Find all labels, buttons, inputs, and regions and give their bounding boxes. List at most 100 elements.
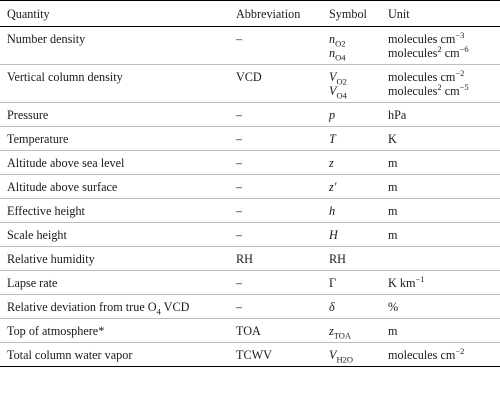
symbol-subscript: H2O — [336, 354, 353, 365]
cell-quantity: Scale height — [7, 228, 67, 242]
unit-text: molecules cm — [388, 32, 456, 46]
quantities-table: Quantity Abbreviation Symbol Unit Number… — [0, 0, 500, 367]
table-row: Vertical column density VCD VO2 VO4 mole… — [0, 65, 500, 103]
cell-symbol: VH2O — [329, 343, 388, 367]
quantity-text: VCD — [160, 300, 190, 314]
cell-abbreviation: TOA — [236, 324, 261, 338]
symbol-text: T — [329, 132, 336, 146]
cell-quantity: Relative deviation from true O4 VCD — [0, 295, 236, 319]
header-unit: Unit — [388, 0, 500, 27]
quantity-subscript: 4 — [156, 306, 161, 317]
cell-quantity: Altitude above surface — [7, 180, 118, 194]
cell-unit: molecules cm−2 — [388, 343, 500, 367]
cell-unit: K km−1 — [388, 271, 500, 295]
table-row: Relative deviation from true O4 VCD – δ … — [0, 295, 500, 319]
header-symbol: Symbol — [329, 0, 388, 27]
cell-unit: molecules cm−3 molecules2 cm−6 — [388, 27, 500, 65]
table-row: Lapse rate – Γ K km−1 — [0, 271, 500, 295]
symbol-subscript: O2 — [336, 76, 347, 87]
cell-quantity: Temperature — [7, 132, 69, 146]
cell-unit: m — [388, 180, 398, 194]
table-row: Effective height – h m — [0, 199, 500, 223]
symbol-text: V — [329, 84, 337, 98]
symbol-text: z — [329, 180, 334, 194]
table-row: Relative humidity RH RH — [0, 247, 500, 271]
symbol-text: n — [329, 46, 336, 60]
symbol-subscript: O4 — [335, 52, 346, 63]
cell-quantity: Pressure — [7, 108, 49, 122]
unit-text: molecules cm — [388, 70, 456, 84]
unit-text: cm — [441, 46, 460, 60]
unit-exponent: −6 — [459, 43, 469, 54]
cell-unit: m — [388, 228, 398, 242]
cell-quantity: Top of atmosphere* — [7, 324, 105, 338]
unit-exponent: −2 — [455, 67, 465, 78]
cell-unit: m — [388, 204, 398, 218]
unit-exponent: −1 — [415, 273, 425, 284]
cell-quantity: Relative humidity — [7, 252, 95, 266]
cell-abbreviation: TCWV — [236, 348, 272, 362]
cell-unit: molecules cm−2 molecules2 cm−5 — [388, 65, 500, 103]
symbol-text: z — [329, 156, 334, 170]
header-quantity: Quantity — [0, 0, 236, 27]
table-row: Top of atmosphere* TOA zTOA m — [0, 319, 500, 343]
cell-abbreviation: – — [236, 300, 243, 314]
cell-symbol: zTOA — [329, 319, 388, 343]
cell-symbol: p — [329, 103, 388, 127]
unit-text: molecules cm — [388, 348, 456, 362]
cell-abbreviation: – — [236, 132, 243, 146]
symbol-text: z — [329, 324, 334, 338]
symbol-text: δ — [329, 300, 335, 314]
cell-quantity: Effective height — [7, 204, 85, 218]
symbol-subscript: TOA — [333, 330, 352, 341]
symbol-text: h — [329, 204, 336, 218]
cell-symbol: h — [329, 199, 388, 223]
symbol-text: p — [329, 108, 336, 122]
cell-unit: m — [388, 324, 398, 338]
cell-quantity: Number density — [7, 32, 86, 46]
symbol-subscript: O2 — [335, 38, 346, 49]
symbol-text: RH — [329, 252, 346, 266]
cell-abbreviation: – — [236, 156, 243, 170]
cell-abbreviation: – — [236, 108, 243, 122]
cell-abbreviation: – — [236, 276, 243, 290]
unit-text: molecules — [388, 46, 438, 60]
cell-symbol: Γ — [329, 271, 388, 295]
cell-symbol: nO2 nO4 — [329, 27, 388, 65]
cell-quantity: Total column water vapor — [7, 348, 133, 362]
unit-exponent: 2 — [437, 43, 442, 54]
symbol-text: V — [329, 348, 337, 362]
cell-unit: hPa — [388, 108, 407, 122]
cell-unit: K — [388, 132, 397, 146]
cell-abbreviation: VCD — [236, 70, 262, 84]
header-row: Quantity Abbreviation Symbol Unit — [0, 0, 500, 27]
cell-symbol: H — [329, 223, 388, 247]
cell-symbol: VO2 VO4 — [329, 65, 388, 103]
unit-exponent: −5 — [459, 81, 469, 92]
unit-text: K km — [388, 276, 416, 290]
table-row: Altitude above sea level – z m — [0, 151, 500, 175]
cell-abbreviation: – — [236, 228, 243, 242]
cell-symbol: T — [329, 127, 388, 151]
symbol-prime: ′ — [333, 180, 337, 194]
unit-text: cm — [441, 84, 460, 98]
cell-unit: m — [388, 156, 398, 170]
cell-quantity: Vertical column density — [7, 70, 123, 84]
cell-quantity: Lapse rate — [7, 276, 58, 290]
table-row: Temperature – T K — [0, 127, 500, 151]
symbol-subscript: O4 — [336, 90, 347, 101]
table-row: Scale height – H m — [0, 223, 500, 247]
cell-abbreviation: – — [236, 180, 243, 194]
symbol-text: H — [329, 228, 338, 242]
cell-unit: % — [388, 300, 399, 314]
unit-exponent: −2 — [455, 345, 465, 356]
unit-text: molecules — [388, 84, 438, 98]
symbol-text: Γ — [329, 276, 337, 290]
cell-abbreviation: – — [236, 32, 243, 46]
cell-symbol: z — [329, 151, 388, 175]
cell-quantity: Altitude above sea level — [7, 156, 125, 170]
unit-exponent: −3 — [455, 29, 465, 40]
cell-symbol: z′ — [329, 175, 388, 199]
symbol-text: n — [329, 32, 336, 46]
table-row: Total column water vapor TCWV VH2O molec… — [0, 343, 500, 367]
